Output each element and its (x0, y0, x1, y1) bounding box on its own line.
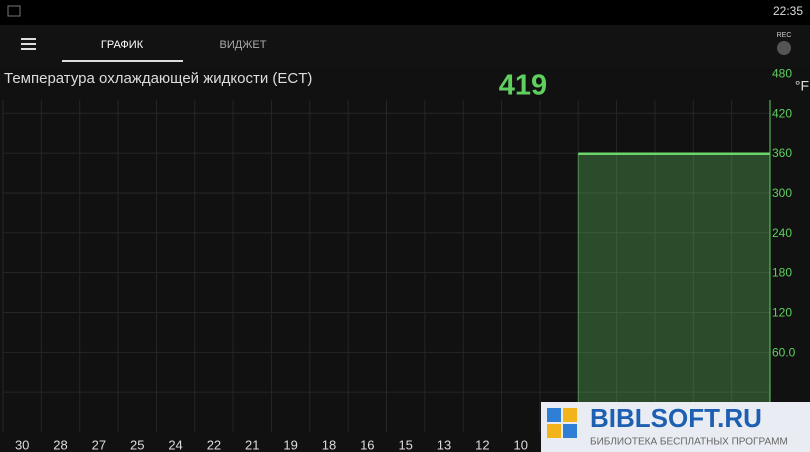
y-tick-label: 300 (772, 186, 792, 200)
y-tick-label: 180 (772, 266, 792, 280)
x-tick-label: 12 (475, 437, 489, 452)
x-tick-label: 22 (207, 437, 221, 452)
y-tick-label: 360 (772, 146, 792, 160)
x-tick-label: 16 (360, 437, 374, 452)
x-tick-label: 19 (283, 437, 297, 452)
watermark: BIBLSOFT.RU БИБЛИОТЕКА БЕСПЛАТНЫХ ПРОГРА… (541, 402, 810, 452)
x-tick-label: 18 (322, 437, 336, 452)
x-tick-label: 24 (168, 437, 182, 452)
tab-indicator (62, 60, 183, 62)
y-tick-label: 480 (772, 66, 792, 80)
status-icon (7, 5, 21, 17)
logo-part (547, 424, 561, 438)
rec-button[interactable] (777, 41, 791, 55)
logo-part (563, 408, 577, 422)
chart-area (0, 68, 810, 452)
x-tick-label: 25 (130, 437, 144, 452)
y-tick-label: 60.0 (772, 345, 796, 359)
y-tick-label: 120 (772, 305, 792, 319)
status-bar (0, 0, 810, 25)
x-tick-label: 15 (398, 437, 412, 452)
plot: 60.0 120 180 240 300 360 420 480 30 28 27 25 24 22 21 1… (2, 66, 796, 452)
chart-title: Температура охлаждающей жидкости (ECT) (4, 70, 312, 87)
area-fill (577, 153, 771, 433)
tab-graph[interactable]: ГРАФИК (101, 39, 144, 51)
clock: 22:35 (773, 4, 803, 18)
menu-button[interactable] (21, 38, 36, 50)
logo-part (563, 424, 577, 438)
logo-part (547, 408, 561, 422)
watermark-box (541, 402, 810, 452)
x-tick-label: 28 (53, 437, 67, 452)
rec-label: REC (777, 32, 792, 39)
x-tick-label: 13 (437, 437, 451, 452)
tab-widget[interactable]: ВИДЖЕТ (220, 39, 267, 51)
x-tick-label: 30 (15, 437, 29, 452)
x-tick-label: 21 (245, 437, 259, 452)
y-tick-label: 240 (772, 226, 792, 240)
current-value: 419 (499, 70, 547, 102)
x-tick-label: 27 (92, 437, 106, 452)
watermark-subtitle: БИБЛИОТЕКА БЕСПЛАТНЫХ ПРОГРАММ (590, 437, 788, 448)
watermark-title: BIBLSOFT.RU (590, 403, 762, 433)
x-tick-label: 10 (513, 437, 527, 452)
y-tick-label: 420 (772, 106, 792, 120)
unit: °F (795, 78, 809, 94)
